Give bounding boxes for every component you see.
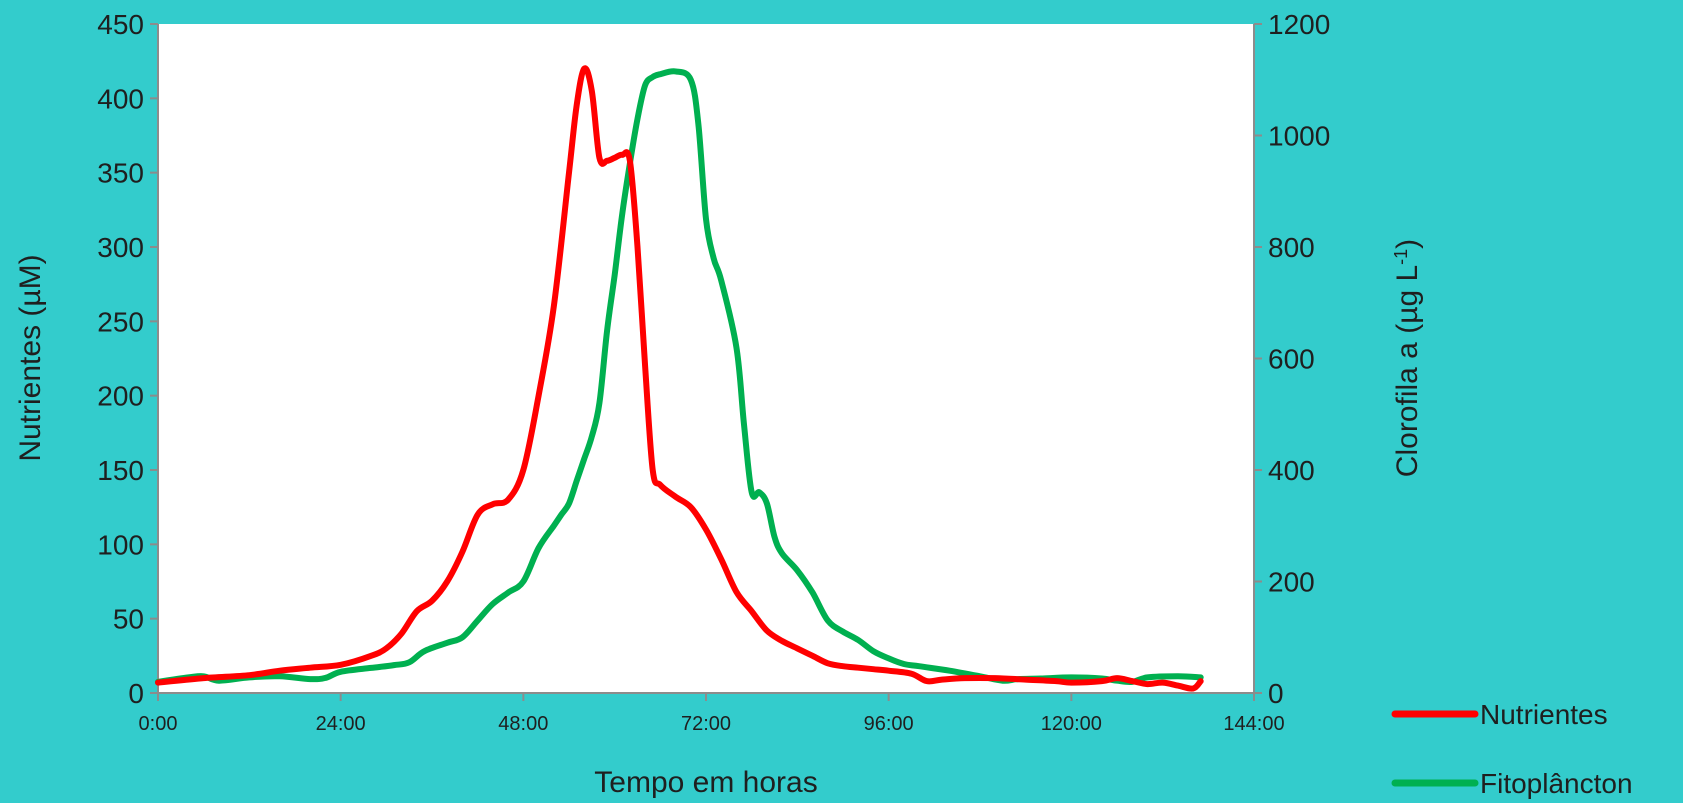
y2-tick-label: 600 [1268, 344, 1315, 375]
legend-label-fitoplancton: Fitoplâncton [1480, 768, 1633, 799]
y2-tick-label: 200 [1268, 567, 1315, 598]
x-tick-label: 48:00 [498, 713, 548, 735]
y2-axis-title-main: Clorofila a (µg L [1391, 265, 1424, 477]
legend: Nutrientes Fitoplâncton [1391, 699, 1633, 799]
plot-area [158, 24, 1254, 693]
y2-axis-title-end: ) [1391, 239, 1424, 249]
y2-tick-label: 1000 [1268, 121, 1330, 152]
x-tick-label: 144:00 [1223, 713, 1284, 735]
ticks: 0 50 100 150 200 250 300 350 400 450 0 200 400 600 800… [97, 9, 1330, 735]
y-tick-label: 300 [97, 232, 144, 263]
y2-tick-label: 0 [1268, 678, 1284, 709]
y2-tick-label: 1200 [1268, 9, 1330, 40]
x-tick-label: 0:00 [139, 713, 178, 735]
legend-label-nutrientes: Nutrientes [1480, 699, 1608, 730]
y-tick-label: 100 [97, 529, 144, 560]
y-tick-label: 400 [97, 83, 144, 114]
y2-axis-title: Clorofila a (µg L-1) [1391, 239, 1424, 477]
y-tick-label: 50 [113, 604, 144, 635]
y-tick-label: 450 [97, 9, 144, 40]
x-tick-label: 24:00 [316, 713, 366, 735]
y-tick-label: 250 [97, 306, 144, 337]
x-tick-label: 96:00 [864, 713, 914, 735]
series-layer [155, 65, 1204, 692]
y-tick-label: 200 [97, 381, 144, 412]
y2-axis-title-sup: -1 [1391, 249, 1411, 265]
y-tick-label: 0 [128, 678, 144, 709]
y-tick-label: 350 [97, 158, 144, 189]
y-axis-title: Nutrientes (µM) [14, 254, 47, 461]
series-line-fitoplancton [155, 68, 1204, 686]
y-tick-label: 150 [97, 455, 144, 486]
series-line-nutrientes [155, 65, 1204, 692]
y2-tick-label: 800 [1268, 232, 1315, 263]
x-tick-label: 120:00 [1041, 713, 1102, 735]
x-tick-label: 72:00 [681, 713, 731, 735]
x-axis-title: Tempo em horas [594, 766, 817, 799]
y2-tick-label: 400 [1268, 455, 1315, 486]
